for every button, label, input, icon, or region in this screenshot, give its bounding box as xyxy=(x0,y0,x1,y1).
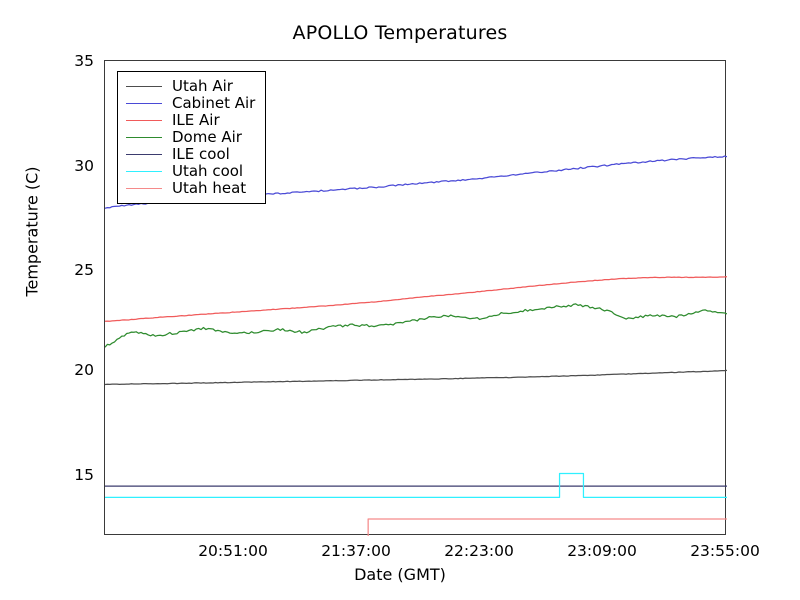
x-axis-label: Date (GMT) xyxy=(354,565,446,584)
series-line-utah-cool xyxy=(105,472,727,499)
legend-label-utah-cool: Utah cool xyxy=(172,162,244,180)
x-tick-label-0: 20:51:00 xyxy=(198,542,268,560)
legend-swatch-utah-air xyxy=(126,86,162,87)
series-line-utah-air xyxy=(105,369,727,386)
legend-label-utah-air: Utah Air xyxy=(172,77,233,95)
series-line-ile-air xyxy=(105,276,727,322)
y-tick-label-20: 20 xyxy=(74,361,94,379)
legend-label-ile-air: ILE Air xyxy=(172,111,220,129)
x-tick-label-4: 23:55:00 xyxy=(690,542,760,560)
legend-label-cabinet-air: Cabinet Air xyxy=(172,94,256,112)
legend-item-utah-heat: Utah heat xyxy=(126,180,255,197)
legend-swatch-ile-air xyxy=(126,120,162,121)
legend-item-utah-air: Utah Air xyxy=(126,78,255,95)
chart-title: APOLLO Temperatures xyxy=(292,22,508,44)
legend-swatch-utah-heat xyxy=(126,188,162,189)
chart-legend: Utah Air Cabinet Air ILE Air Dome Air IL… xyxy=(117,71,267,204)
y-tick-label-25: 25 xyxy=(74,261,94,279)
legend-item-ile-cool: ILE cool xyxy=(126,146,255,163)
y-tick-label-30: 30 xyxy=(74,157,94,175)
x-tick-label-2: 22:23:00 xyxy=(444,542,514,560)
legend-swatch-dome-air xyxy=(126,137,162,138)
y-axis-label: Temperature (C) xyxy=(22,166,42,297)
legend-item-ile-air: ILE Air xyxy=(126,112,255,129)
legend-swatch-ile-cool xyxy=(126,154,162,155)
x-tick-label-3: 23:09:00 xyxy=(567,542,637,560)
y-tick-label-35: 35 xyxy=(74,52,94,70)
legend-item-utah-cool: Utah cool xyxy=(126,163,255,180)
legend-item-cabinet-air: Cabinet Air xyxy=(126,95,255,112)
y-tick-label-15: 15 xyxy=(74,466,94,484)
legend-swatch-utah-cool xyxy=(126,171,162,172)
legend-item-dome-air: Dome Air xyxy=(126,129,255,146)
legend-label-utah-heat: Utah heat xyxy=(172,179,247,197)
legend-label-ile-cool: ILE cool xyxy=(172,145,230,163)
series-line-dome-air xyxy=(105,303,727,348)
series-canvas xyxy=(105,155,727,536)
x-tick-label-1: 21:37:00 xyxy=(321,542,391,560)
series-line-utah-heat xyxy=(367,518,727,536)
legend-label-dome-air: Dome Air xyxy=(172,128,242,146)
legend-swatch-cabinet-air xyxy=(126,103,162,104)
